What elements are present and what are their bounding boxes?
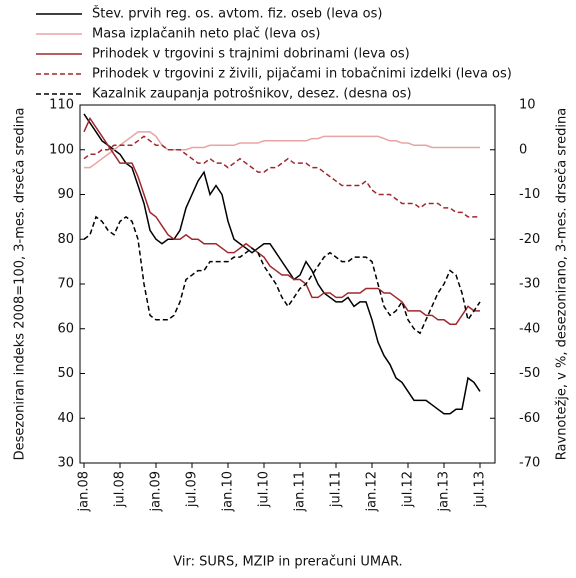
legend-label: Prihodek v trgovini s trajnimi dobrinami… [92, 47, 410, 62]
y-tick-label: 50 [57, 366, 74, 381]
y2-tick-label: -50 [519, 366, 540, 381]
y2-tick-label: -10 [519, 187, 540, 202]
x-tick-label: jan.10 [221, 471, 236, 513]
y-axis-label: Desezoniran indeks 2008=100, 3-mes. drse… [13, 108, 28, 461]
x-tick-label: jul.08 [113, 471, 128, 508]
series-line [83, 135, 480, 218]
x-tick-label: jan.13 [437, 471, 452, 513]
y-tick-label: 110 [49, 98, 74, 113]
y2-tick-label: -60 [519, 411, 540, 426]
legend-label: Masa izplačanih neto plač (leva os) [92, 27, 320, 42]
y-tick-label: 80 [57, 232, 74, 247]
series-line [84, 131, 480, 169]
y-tick-label: 40 [57, 411, 74, 426]
y2-tick-label: -20 [519, 232, 540, 247]
y-tick-label: 30 [57, 456, 74, 471]
y2-tick-label: -30 [519, 277, 540, 292]
x-tick-label: jul.09 [185, 471, 200, 508]
y-tick-label: 70 [57, 277, 74, 292]
legend-label: Prihodek v trgovini z živili, pijačami i… [92, 67, 512, 82]
x-tick-label: jan.11 [293, 471, 308, 513]
series-line [83, 116, 480, 326]
y2-tick-label: 10 [519, 98, 536, 113]
y-tick-label: 90 [57, 187, 74, 202]
y2-axis-label: Ravnotežje, v %, desezonirano, 3-mes. dr… [555, 108, 570, 460]
series-line [83, 215, 481, 335]
y2-tick-label: 0 [519, 142, 527, 157]
source-note: Vir: SURS, MZIP in preračuni UMAR. [173, 555, 402, 570]
y-tick-label: 100 [49, 142, 74, 157]
legend-label: Štev. prvih reg. os. avtom. fiz. oseb (l… [92, 6, 382, 22]
x-tick-label: jan.09 [149, 471, 164, 513]
x-tick-label: jan.08 [77, 471, 92, 513]
x-tick-label: jul.11 [329, 471, 344, 508]
y2-tick-label: -40 [519, 321, 540, 336]
x-tick-label: jan.12 [365, 471, 380, 513]
x-tick-label: jul.13 [473, 471, 488, 508]
x-tick-label: jul.10 [257, 471, 272, 508]
y-tick-label: 60 [57, 321, 74, 336]
series-line [83, 113, 481, 415]
legend-label: Kazalnik zaupanja potrošnikov, desez. (d… [92, 87, 412, 102]
y2-tick-label: -70 [519, 456, 540, 471]
x-tick-label: jul.12 [401, 471, 416, 508]
